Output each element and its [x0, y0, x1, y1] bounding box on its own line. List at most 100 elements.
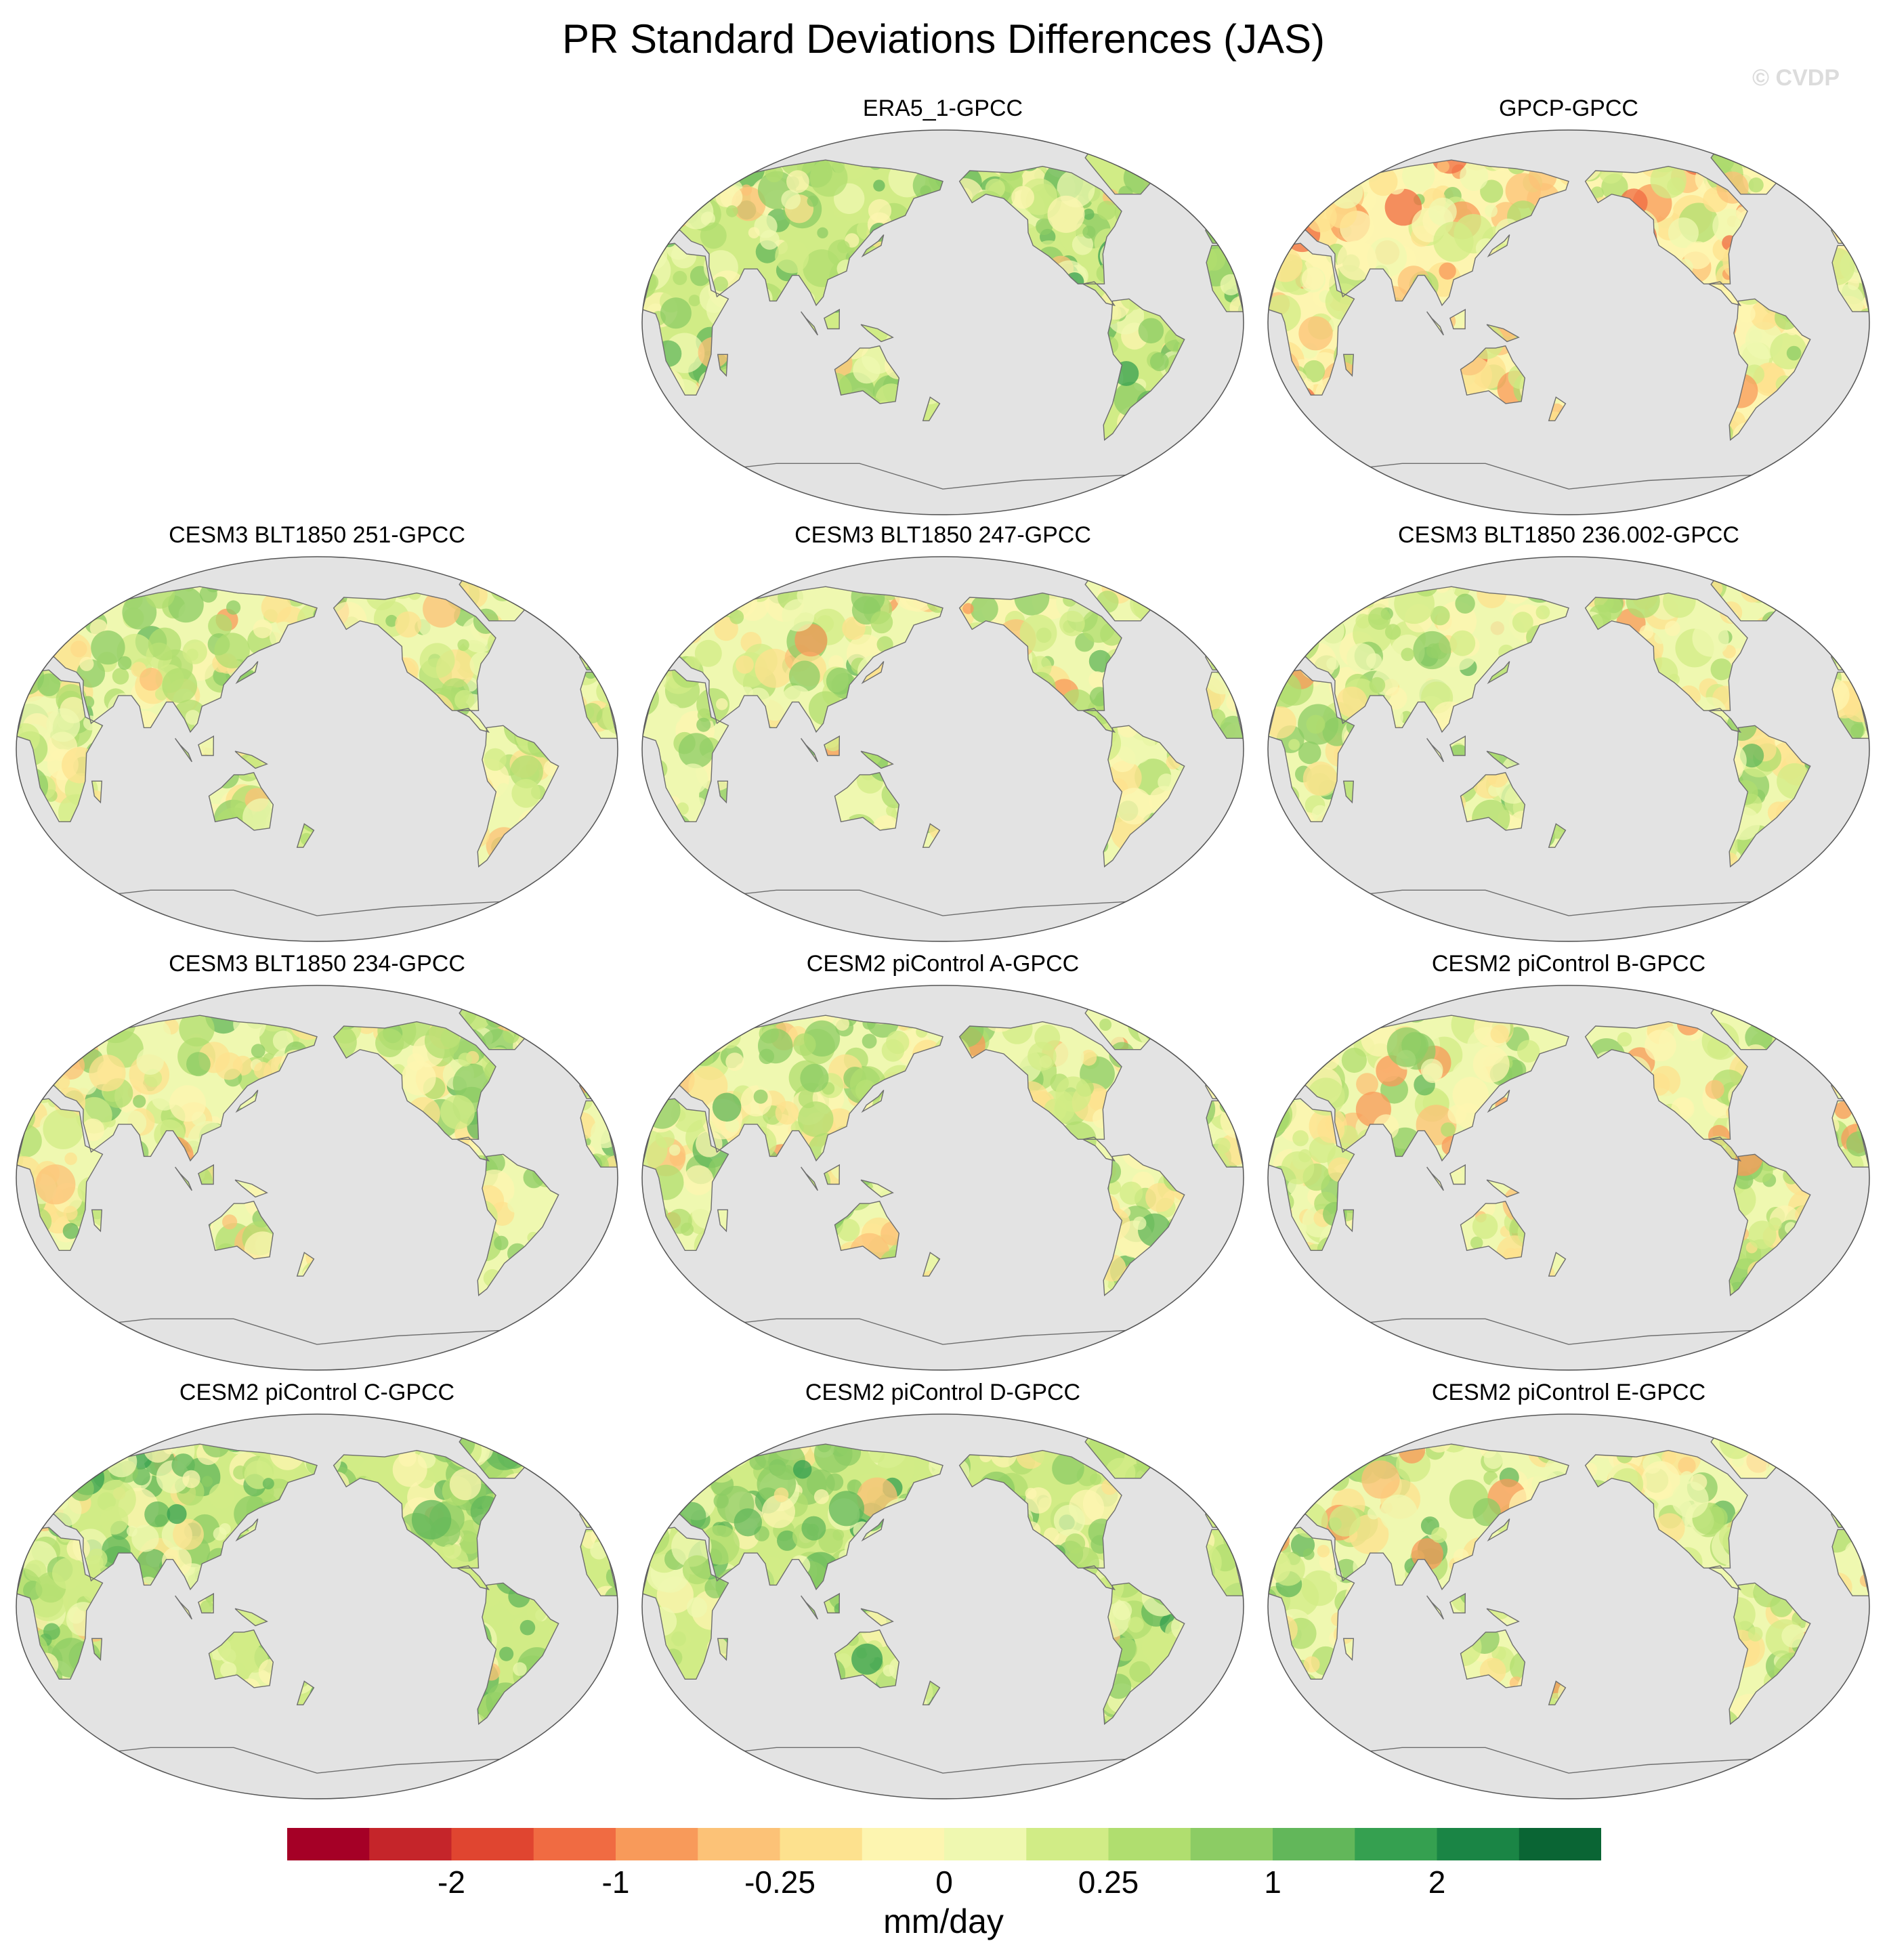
- coastline-antarctica: [698, 889, 1188, 941]
- coastline-australia: [1460, 771, 1526, 831]
- coastline-uk: [1196, 1481, 1208, 1501]
- map-gpcp: [1267, 129, 1870, 515]
- map-c234: [16, 985, 618, 1371]
- coastline-eurasia: [40, 586, 318, 733]
- coastline-madagascar: [1342, 1638, 1355, 1661]
- map-c236: [1267, 556, 1870, 942]
- coastline-eurasia: [1292, 1015, 1569, 1162]
- map-border: [1267, 129, 1870, 515]
- map-panel-pb: CESM2 piControl B-GPCC: [1257, 950, 1880, 1384]
- coastline-indonesia1: [1426, 1595, 1444, 1620]
- map-border: [1267, 556, 1870, 942]
- coastline-antarctica: [1323, 1318, 1814, 1370]
- colorbar-swatch: [1519, 1828, 1601, 1860]
- coastline-camerica: [1707, 1136, 1742, 1162]
- coastline-antarctica: [72, 1318, 562, 1370]
- colorbar-swatch: [1273, 1828, 1355, 1860]
- map-panel-era5: ERA5_1-GPCC: [631, 95, 1254, 528]
- coastline-camerica: [1707, 708, 1742, 733]
- coastline-indonesia2: [824, 1164, 841, 1185]
- coastline-samerica: [477, 1153, 559, 1296]
- coastline-samerica: [1103, 298, 1185, 441]
- coastline-indonesia1: [175, 738, 192, 763]
- colorbar-units: mm/day: [883, 1902, 1004, 1940]
- coastline-indonesia2: [198, 1592, 215, 1614]
- coastline-madagascar: [91, 780, 103, 804]
- panel-title: CESM3 BLT1850 236.002-GPCC: [1398, 522, 1739, 548]
- coastline-africaE: [642, 1098, 729, 1251]
- coastline-japan: [861, 1518, 885, 1542]
- coastline-uk: [570, 1052, 582, 1072]
- coastline-japan: [861, 234, 885, 258]
- coastline-indonesia2: [1449, 735, 1466, 757]
- colorbar: [287, 1828, 1601, 1860]
- map-panel-pe: CESM2 piControl E-GPCC: [1257, 1379, 1880, 1812]
- coastline-indonesia1: [175, 1595, 192, 1620]
- watermark: © CVDP: [1752, 65, 1840, 91]
- coastline-indonesia1: [801, 1595, 818, 1620]
- coastline-japan: [861, 661, 885, 685]
- colorbar-swatch: [780, 1828, 863, 1860]
- coastline-eurasia: [666, 1443, 944, 1591]
- coastline-eurasia: [40, 1443, 318, 1591]
- coastline-indonesia2: [824, 1592, 841, 1614]
- coastline-indonesia1: [1426, 311, 1444, 336]
- coastline-nz: [1548, 396, 1567, 421]
- coastline-africaE: [1268, 1527, 1355, 1680]
- coastline-indonesia1: [1426, 1166, 1444, 1191]
- coastline-antarctica: [72, 1747, 562, 1799]
- coastline-japan: [235, 1518, 259, 1542]
- coastline-eurasia: [666, 1015, 944, 1162]
- coastline-antarctica: [1323, 889, 1814, 941]
- panel-title: GPCP-GPCC: [1499, 95, 1638, 121]
- coastline-camerica: [1081, 281, 1116, 306]
- coastline-camerica: [1081, 1136, 1116, 1162]
- coastline-camerica: [1707, 1565, 1742, 1590]
- coastline-nz: [1548, 1252, 1567, 1277]
- map-era5: [641, 129, 1244, 515]
- coastline-namerica: [958, 1021, 1122, 1140]
- map-border: [16, 1413, 618, 1799]
- coastline-eurasia: [40, 1015, 318, 1162]
- coastline-madagascar: [717, 1638, 729, 1661]
- coastline-australia: [1460, 1200, 1526, 1260]
- coastline-namerica: [958, 165, 1122, 284]
- coastline-japan: [1487, 234, 1510, 258]
- coastline-australia: [834, 1200, 900, 1260]
- panel-title: CESM2 piControl B-GPCC: [1431, 951, 1706, 977]
- colorbar-swatch: [944, 1828, 1027, 1860]
- colorbar-swatch: [533, 1828, 616, 1860]
- coastline-japan: [1487, 1518, 1510, 1542]
- coastline-nz: [922, 823, 941, 848]
- map-pc: [16, 1413, 618, 1799]
- colorbar-tick-labels: -2 -1 -0.25 0 0.25 1 2: [0, 1864, 1887, 1904]
- colorbar-swatch: [1190, 1828, 1273, 1860]
- coastline-samerica: [1103, 1153, 1185, 1296]
- colorbar-swatch: [698, 1828, 780, 1860]
- coastline-namerica: [333, 592, 496, 711]
- coastline-indonesia1: [801, 311, 818, 336]
- map-panel-pc: CESM2 piControl C-GPCC: [5, 1379, 629, 1812]
- coastline-japan: [861, 1090, 885, 1113]
- coastline-eurasia: [666, 586, 944, 733]
- map-panel-c234: CESM3 BLT1850 234-GPCC: [5, 950, 629, 1384]
- coastline-africaE: [1268, 242, 1355, 396]
- colorbar-swatch: [451, 1828, 534, 1860]
- coastline-indonesia1: [801, 738, 818, 763]
- coastline-camerica: [1081, 708, 1116, 733]
- panel-title: CESM2 piControl D-GPCC: [805, 1380, 1081, 1405]
- coastline-nz: [922, 1252, 941, 1277]
- panel-title: CESM3 BLT1850 247-GPCC: [794, 522, 1091, 548]
- map-pd: [641, 1413, 1244, 1799]
- colorbar-tick-label: 0: [935, 1865, 953, 1900]
- map-panel-pa: CESM2 piControl A-GPCC: [631, 950, 1254, 1384]
- coastline-uk: [1822, 1481, 1833, 1501]
- coastline-namerica: [958, 1449, 1122, 1569]
- coastline-namerica: [333, 1449, 496, 1569]
- coastline-uk: [1196, 197, 1208, 217]
- coastline-namerica: [1584, 592, 1748, 711]
- coastline-africaE: [642, 669, 729, 822]
- map-c251: [16, 556, 618, 942]
- map-panel-c251: CESM3 BLT1850 251-GPCC: [5, 521, 629, 955]
- coastline-australia: [834, 1629, 900, 1688]
